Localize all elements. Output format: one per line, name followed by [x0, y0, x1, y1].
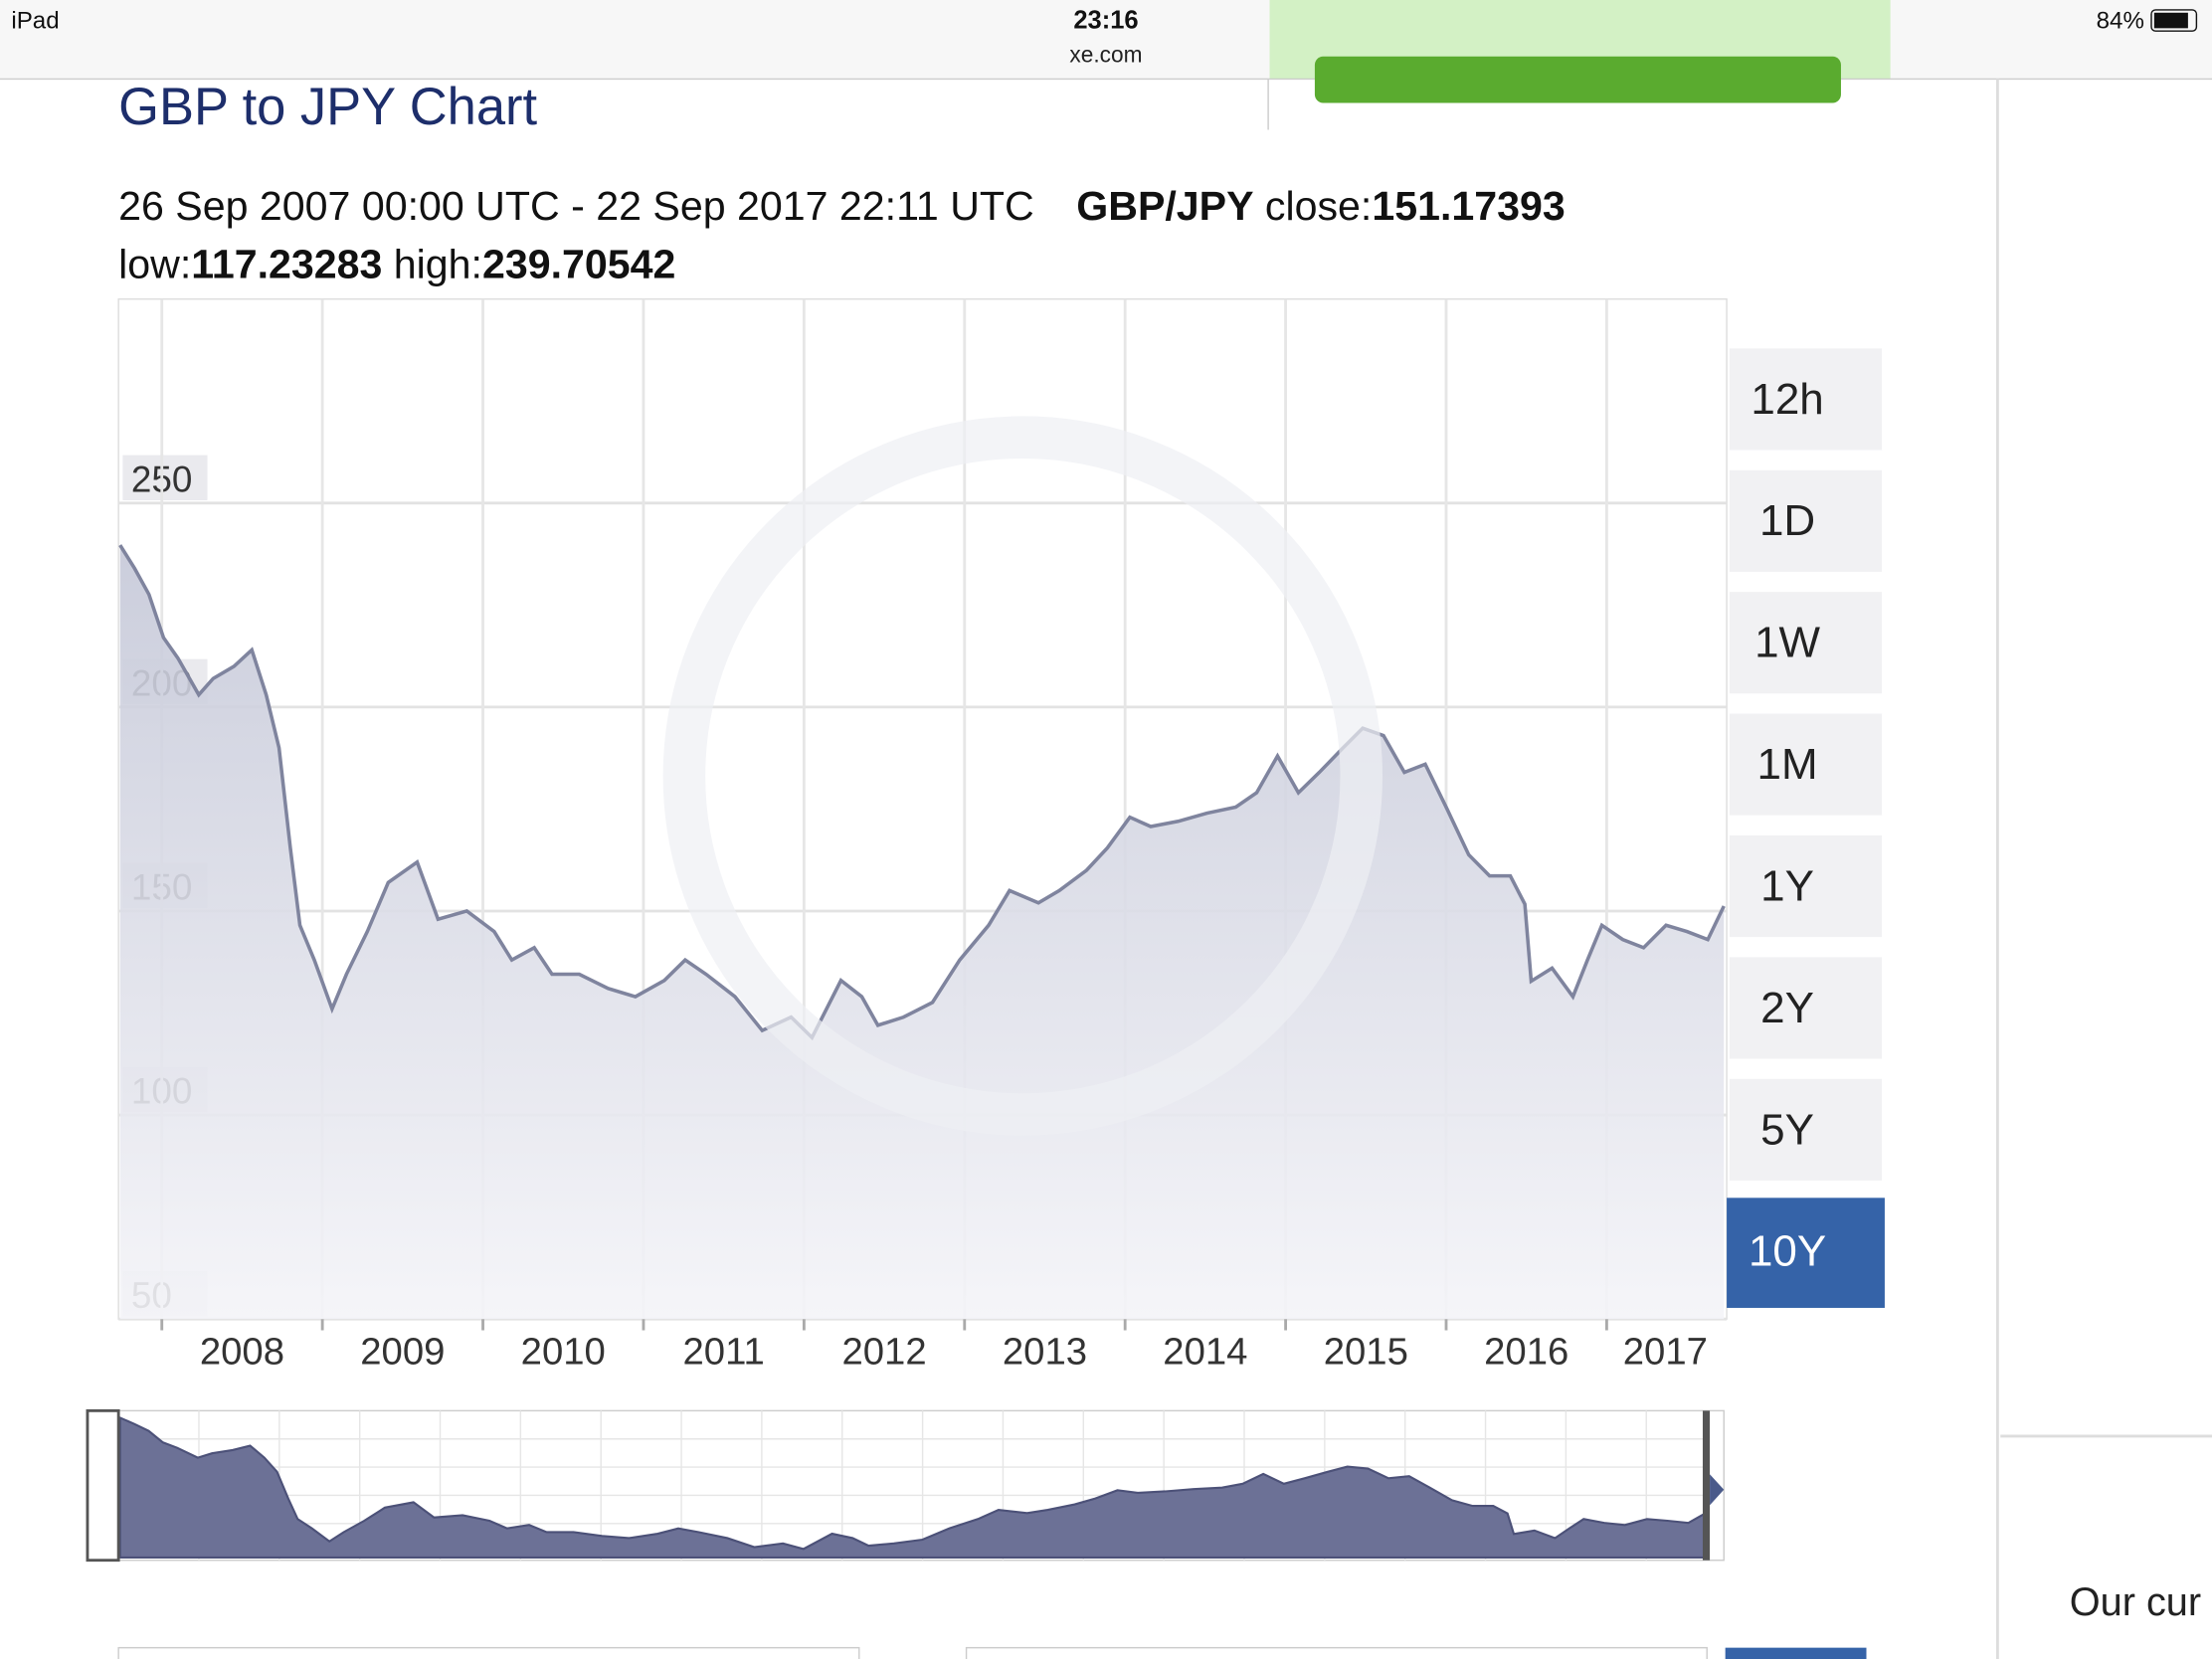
area: [119, 545, 1725, 1320]
navigator-handle[interactable]: [86, 1408, 120, 1563]
x-tick-label: 2014: [1163, 1331, 1247, 1374]
range-buttons: 12h 1D 1W 1M 1Y 2Y 5Y 10Y: [1727, 348, 1885, 1308]
range-button[interactable]: [1729, 957, 1883, 1059]
x-tick-label: 2012: [841, 1331, 926, 1374]
line: [118, 544, 1726, 1041]
device-name: iPad: [11, 7, 59, 34]
input-box[interactable]: [117, 1646, 860, 1659]
high-label: high:: [394, 241, 482, 286]
x-tick-label: 2015: [1324, 1331, 1408, 1374]
x-tick-label: 2009: [360, 1331, 445, 1374]
range-button[interactable]: [1729, 834, 1883, 938]
nav-area: [118, 1415, 1706, 1559]
x-tick-label: 2016: [1484, 1331, 1568, 1374]
low-value: 117.23283: [191, 241, 382, 286]
battery-level: [2153, 12, 2188, 29]
x-tick-label: 2008: [200, 1331, 284, 1374]
low-label: low:: [118, 241, 191, 286]
close-value: 151.17393: [1372, 183, 1565, 229]
range-button[interactable]: [1729, 713, 1883, 816]
range-button-label[interactable]: 1M: [1757, 740, 1818, 789]
range-button-label[interactable]: 10Y: [1749, 1227, 1826, 1276]
range-button-label[interactable]: 1Y: [1760, 861, 1814, 910]
y-label-bg: [122, 455, 208, 500]
sidebar-text: Our cur: [2070, 1580, 2201, 1624]
high-value: 239.70542: [482, 241, 675, 286]
range-button-label[interactable]: 5Y: [1760, 1105, 1814, 1154]
range-button[interactable]: [1729, 348, 1883, 451]
watermark: [662, 416, 1382, 1136]
button[interactable]: [1725, 1647, 1867, 1659]
x-tick-label: 2010: [521, 1331, 606, 1374]
range-button-label[interactable]: 1W: [1754, 619, 1820, 667]
date-range: 26 Sep 2007 00:00 UTC - 22 Sep 2017 22:1…: [118, 183, 1034, 229]
range-button-label[interactable]: 12h: [1751, 375, 1823, 424]
range-button-label[interactable]: 2Y: [1760, 984, 1814, 1032]
range-button-label[interactable]: 1D: [1759, 496, 1815, 545]
chart-title: GBP to JPY Chart: [118, 79, 537, 136]
navigator-plot: [117, 1410, 1706, 1561]
range-button[interactable]: [1729, 1078, 1883, 1181]
input-box[interactable]: [965, 1646, 1708, 1659]
battery-text: 84%: [2097, 7, 2144, 34]
x-tick-label: 2011: [682, 1331, 764, 1374]
green-button[interactable]: [1314, 56, 1841, 103]
pair: GBP/JPY: [1076, 183, 1253, 229]
close-label: close:: [1265, 183, 1372, 229]
range-button[interactable]: [1727, 1198, 1885, 1308]
navigator-handle[interactable]: [1702, 1410, 1711, 1561]
clock: 23:16: [1073, 6, 1138, 34]
x-tick-label: 2017: [1623, 1331, 1708, 1374]
low-high: low:117.23283 high:239.70542: [118, 241, 675, 286]
battery-icon: [2150, 9, 2198, 32]
range-button[interactable]: [1729, 592, 1883, 694]
url: xe.com: [1069, 41, 1142, 67]
navigator-arrow[interactable]: [1710, 1474, 1725, 1506]
range-info: 26 Sep 2007 00:00 UTC - 22 Sep 2017 22:1…: [118, 183, 1566, 229]
range-button[interactable]: [1729, 469, 1883, 572]
plot: 5010015020025020082009201020112012201320…: [118, 298, 1728, 1374]
x-tick-label: 2013: [1003, 1331, 1087, 1374]
